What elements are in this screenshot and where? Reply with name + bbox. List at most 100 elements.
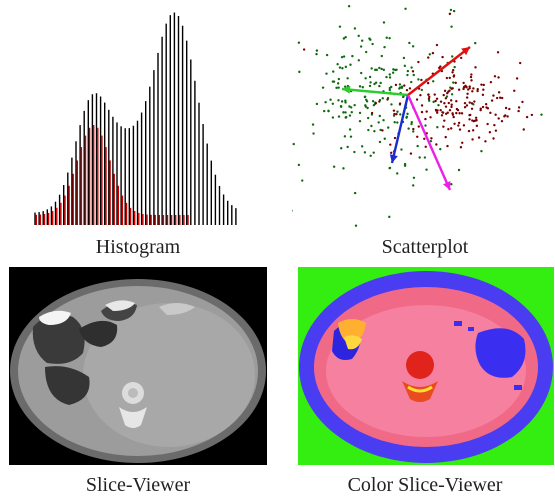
scatter-point — [445, 95, 449, 98]
scatter-point — [504, 114, 507, 117]
scatter-point — [378, 66, 381, 70]
scatter-point — [474, 41, 477, 45]
scatter-point — [408, 41, 411, 45]
scatter-point — [323, 109, 326, 113]
scatter-point — [341, 67, 344, 70]
scatter-point — [383, 137, 386, 140]
scatter-point — [345, 115, 348, 119]
scatter-point — [442, 93, 445, 97]
scatter-point — [410, 120, 413, 124]
scatter-point — [344, 36, 347, 39]
scatter-point — [342, 55, 346, 58]
scatter-point — [388, 215, 391, 219]
scatter-point — [359, 45, 363, 48]
scatter-point — [486, 107, 490, 110]
scatter-point — [403, 64, 407, 68]
scatter-point — [343, 135, 347, 138]
scatter-point — [420, 104, 424, 107]
scatter-point — [297, 163, 301, 167]
scatter-point — [332, 80, 336, 83]
scatter-point — [455, 100, 458, 103]
scatter-point — [449, 8, 453, 12]
scatter-point — [497, 91, 501, 94]
scatter-point — [418, 156, 421, 159]
scatter-point — [521, 100, 524, 104]
scatter-point — [360, 71, 363, 75]
scatter-point — [459, 56, 463, 60]
scatter-point — [406, 73, 409, 77]
scatter-point — [338, 25, 342, 28]
scatter-point — [412, 130, 415, 133]
scatter-point — [403, 84, 406, 87]
scatter-point — [324, 100, 327, 104]
scatter-point — [428, 53, 432, 56]
scatter-point — [348, 114, 352, 117]
scatter-point — [432, 100, 435, 104]
scatter-point — [450, 87, 453, 90]
scatter-point — [386, 98, 389, 101]
scatter-point — [492, 137, 495, 140]
scatter-point — [446, 144, 449, 148]
scatter-point — [440, 114, 444, 117]
scatter-point — [451, 112, 454, 115]
scatter-point — [357, 59, 361, 62]
scatter-point — [476, 88, 479, 91]
scatter-point — [331, 102, 335, 105]
scatter-point — [449, 99, 453, 102]
scatter-point — [327, 109, 330, 113]
scatter-point — [515, 77, 519, 80]
scatter-point — [457, 88, 461, 91]
scatter-point — [480, 149, 483, 153]
scatter-point — [495, 96, 499, 100]
scatter-point — [462, 81, 465, 85]
scatter-point — [400, 86, 404, 89]
scatter-point — [377, 121, 380, 124]
scatter-point — [450, 103, 453, 106]
scatter-point — [499, 96, 502, 99]
scatter-point — [388, 73, 391, 76]
scatter-point — [411, 45, 415, 48]
scatter-point — [412, 176, 416, 179]
scatter-point — [427, 99, 431, 102]
scatter-point — [396, 172, 399, 175]
scatter-point — [311, 123, 315, 126]
scatter-point — [513, 89, 516, 92]
scatter-point — [337, 77, 341, 81]
scatter-point — [458, 128, 462, 131]
scatter-point — [412, 184, 415, 187]
scatter-point — [493, 123, 496, 127]
scatter-point — [370, 124, 373, 128]
scatter-point — [506, 115, 509, 118]
scatter-point — [387, 126, 390, 129]
scatter-point — [444, 135, 447, 139]
scatter-point — [364, 77, 367, 80]
axis-arrow-green-head — [342, 85, 351, 94]
scatter-point — [353, 150, 356, 154]
scatter-point — [424, 124, 427, 127]
scatter-point — [395, 112, 398, 116]
scatter-point — [405, 115, 409, 119]
scatter-point — [494, 129, 498, 132]
scatter-point — [439, 100, 443, 103]
scatter-point — [329, 98, 332, 101]
scatter-point — [368, 84, 372, 88]
scatter-point — [463, 101, 467, 105]
scatter-point — [395, 68, 398, 71]
scatter-point — [301, 179, 304, 182]
scatter-point — [380, 67, 383, 71]
histogram-chart — [34, 12, 237, 225]
scatter-point — [337, 115, 341, 118]
scatter-point — [471, 138, 474, 141]
scatter-point — [451, 55, 454, 58]
scatter-point — [480, 83, 483, 86]
scatter-point — [325, 72, 328, 75]
scatter-point — [378, 114, 381, 118]
scatter-point — [450, 93, 454, 96]
scatter-point — [411, 70, 415, 73]
scatter-point — [379, 128, 382, 132]
scatter-point — [473, 119, 477, 122]
scatter-point — [392, 68, 395, 71]
scatter-point — [360, 39, 364, 42]
scatter-point — [466, 92, 469, 95]
scatter-point — [369, 81, 372, 84]
